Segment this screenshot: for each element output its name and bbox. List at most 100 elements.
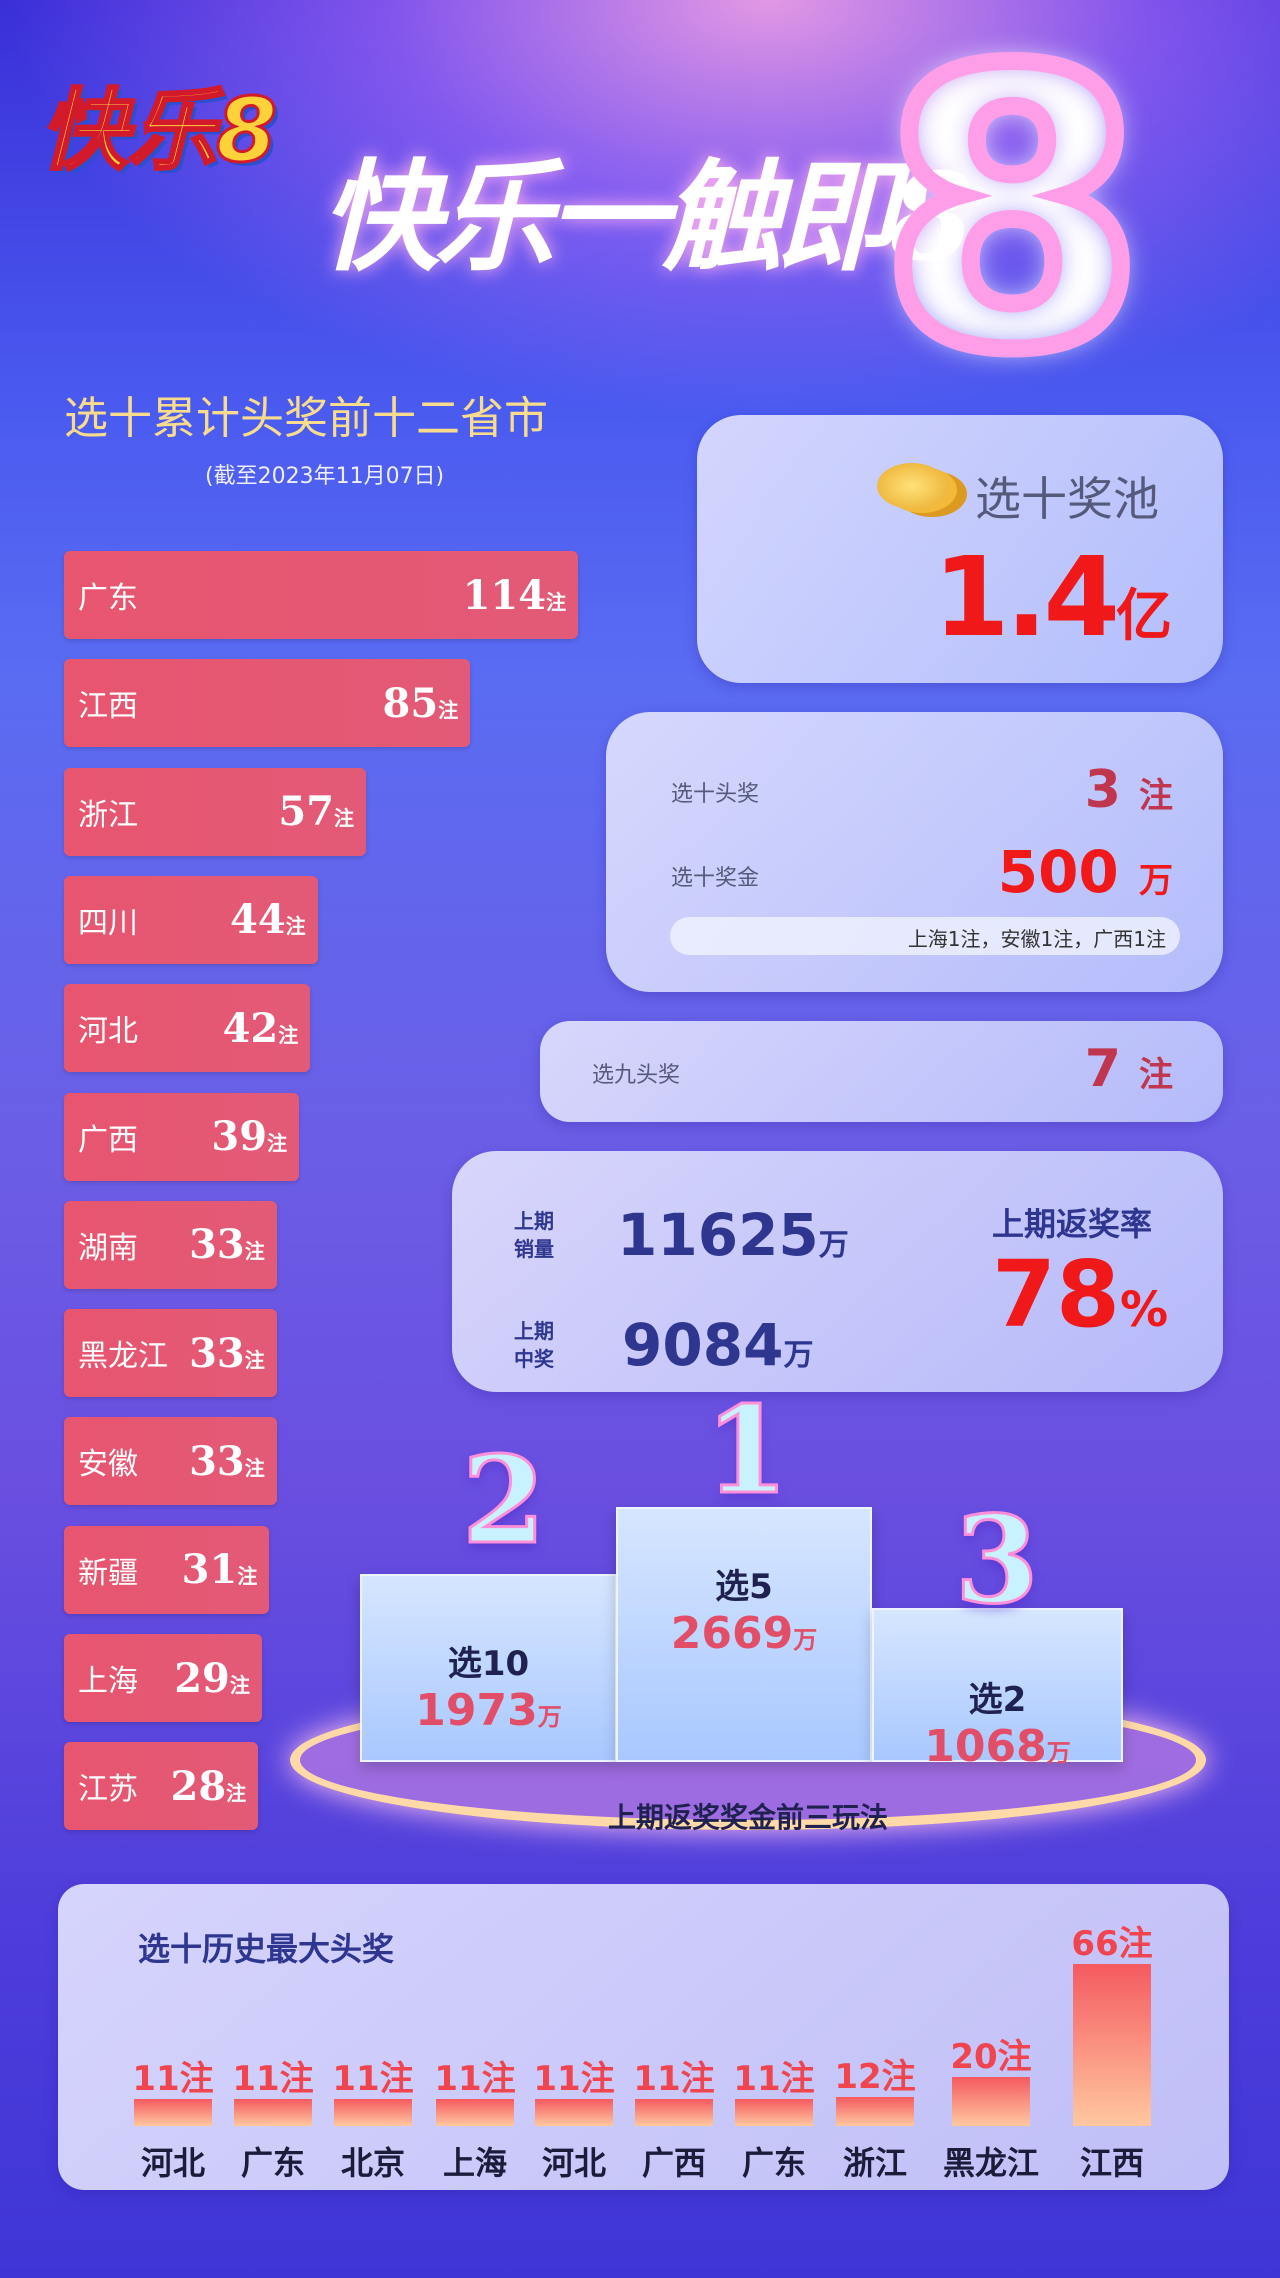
province-value: 31注 <box>181 1546 258 1594</box>
province-value: 42注 <box>222 1004 299 1052</box>
left-chart-title: 选十累计头奖前十二省市 <box>64 393 548 444</box>
province-name: 广西 <box>78 1122 138 1158</box>
x10-winner-detail: 上海1注，安徽1注，广西1注 <box>670 917 1180 955</box>
province-value: 29注 <box>174 1654 250 1702</box>
x9-label: 选九头奖 <box>592 1063 681 1088</box>
history-bar <box>735 2099 813 2126</box>
win-label: 上期 中奖 <box>514 1319 554 1371</box>
province-value: 44注 <box>230 896 306 944</box>
history-category-label: 江西 <box>1079 2144 1144 2182</box>
province-value: 114注 <box>462 571 567 619</box>
win-value: 9084万 <box>622 1311 814 1379</box>
history-title: 选十历史最大头奖 <box>138 1930 395 1968</box>
history-value-label: 11注 <box>132 2059 214 2100</box>
history-bar <box>436 2099 514 2126</box>
province-bar: 河北 42注 <box>64 984 311 1073</box>
x9-value: 7 注 <box>1084 1039 1173 1099</box>
province-bar: 广西 39注 <box>64 1092 300 1181</box>
history-bar <box>836 2096 914 2126</box>
podium-first: 选5 2669万 <box>616 1507 872 1762</box>
province-bar: 浙江 57注 <box>64 767 367 856</box>
podium-third: 选2 1068万 <box>872 1608 1123 1772</box>
province-bar: 四川 44注 <box>64 875 318 964</box>
podium-second: 选10 1973万 <box>360 1574 617 1762</box>
history-bar <box>1073 1964 1151 2126</box>
left-chart-subtitle: (截至2023年11月07日) <box>205 464 445 489</box>
x10-prize-label: 选十奖金 <box>671 866 760 891</box>
sales-card: 上期 销量 11625万 上期 中奖 9084万 上期返奖率 78% <box>452 1151 1223 1392</box>
province-name: 黑龙江 <box>78 1339 168 1375</box>
province-bar: 广东 114注 <box>64 551 579 639</box>
history-bar <box>134 2099 212 2126</box>
history-value-label: 20注 <box>950 2037 1032 2077</box>
x10-first-value: 3 注 <box>1084 760 1173 820</box>
province-value: 33注 <box>189 1437 265 1485</box>
history-value-label: 11注 <box>633 2059 715 2100</box>
x9-card: 选九头奖 7 注 <box>540 1021 1223 1122</box>
pool-label: 选十奖池 <box>975 472 1159 526</box>
podium-caption: 上期返奖奖金前三玩法 <box>607 1801 888 1834</box>
kuaile8-logo: 快乐8 <box>39 78 279 184</box>
province-name: 四川 <box>78 905 138 941</box>
history-bar <box>952 2077 1030 2126</box>
history-bar <box>334 2099 412 2126</box>
x10-prize-value: 500 万 <box>997 838 1173 906</box>
history-category-label: 黑龙江 <box>942 2144 1039 2182</box>
province-bar: 江苏 28注 <box>64 1742 259 1831</box>
x10-card: 选十头奖 3 注 选十奖金 500 万 上海1注，安徽1注，广西1注 <box>606 712 1223 992</box>
province-name: 浙江 <box>78 797 138 833</box>
province-value: 85注 <box>382 679 459 727</box>
rate-label: 上期返奖率 <box>992 1205 1153 1243</box>
history-value-label: 11注 <box>232 2059 314 2100</box>
province-name: 广东 <box>78 581 138 616</box>
sales-value: 11625万 <box>617 1201 849 1269</box>
province-bar: 江西 85注 <box>64 659 471 748</box>
history-category-label: 广东 <box>240 2144 305 2182</box>
history-category-label: 广西 <box>641 2144 706 2182</box>
province-bar: 黑龙江 33注 <box>64 1309 277 1398</box>
history-value-label: 11注 <box>533 2059 615 2100</box>
big-8-graphic: 8 <box>871 0 1153 442</box>
province-value: 33注 <box>189 1221 265 1269</box>
rank-1: 1 <box>704 1379 790 1523</box>
history-bar <box>535 2099 613 2126</box>
history-value-label: 11注 <box>434 2059 516 2100</box>
header-glow <box>0 0 1280 420</box>
history-value-label: 11注 <box>332 2059 414 2100</box>
coin-stack-icon <box>877 463 947 509</box>
province-value: 57注 <box>278 788 355 836</box>
province-value: 39注 <box>211 1113 288 1160</box>
province-bar: 安徽 33注 <box>64 1417 277 1506</box>
history-category-label: 河北 <box>140 2144 205 2182</box>
history-category-label: 北京 <box>340 2144 405 2182</box>
sales-label: 上期 销量 <box>514 1209 554 1261</box>
province-name: 上海 <box>78 1664 138 1699</box>
province-name: 江苏 <box>78 1772 138 1808</box>
history-bar <box>234 2099 312 2126</box>
province-name: 江西 <box>78 689 138 725</box>
history-value-label: 11注 <box>733 2059 815 2100</box>
province-name: 新疆 <box>78 1555 138 1591</box>
province-bar: 新疆 31注 <box>64 1525 270 1614</box>
x10-first-label: 选十头奖 <box>671 782 760 807</box>
rank-2: 2 <box>461 1429 547 1573</box>
pool-card: 选十奖池 1.4亿 <box>697 415 1223 683</box>
province-name: 湖南 <box>78 1230 138 1266</box>
rank-3: 3 <box>954 1489 1040 1633</box>
province-bar: 湖南 33注 <box>64 1200 277 1289</box>
rate-value: 78% <box>992 1241 1169 1348</box>
slogan: 快乐一触即8 <box>320 147 973 288</box>
history-category-label: 浙江 <box>842 2144 907 2182</box>
pool-value: 1.4亿 <box>933 533 1172 661</box>
history-category-label: 上海 <box>442 2144 507 2182</box>
province-bar: 上海 29注 <box>64 1634 262 1722</box>
province-name: 河北 <box>78 1014 138 1050</box>
history-value-label: 66注 <box>1071 1924 1153 1965</box>
province-name: 安徽 <box>78 1447 138 1483</box>
province-value: 28注 <box>170 1762 247 1810</box>
province-value: 33注 <box>189 1329 265 1377</box>
history-bar <box>635 2099 713 2126</box>
history-value-label: 12注 <box>834 2056 916 2097</box>
history-card: 选十历史最大头奖 <box>58 1884 1229 2190</box>
history-category-label: 广东 <box>741 2144 806 2182</box>
